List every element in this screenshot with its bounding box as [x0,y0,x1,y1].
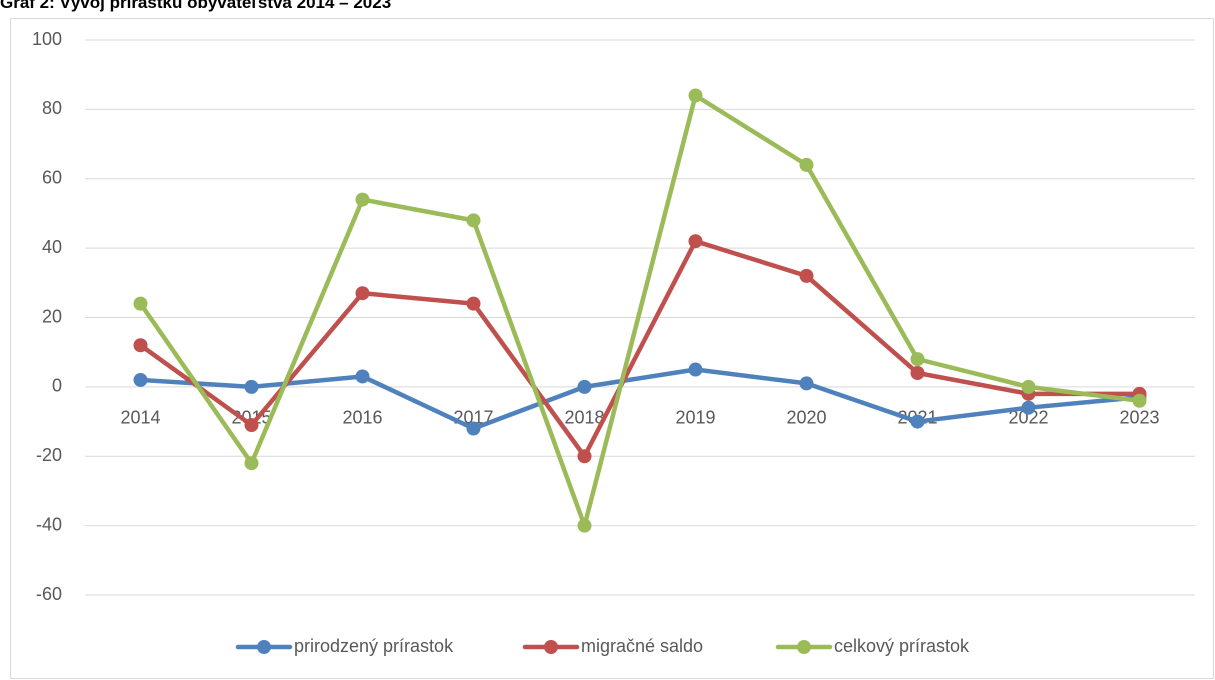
data-point [133,338,148,353]
data-point [910,414,925,429]
data-point [799,157,814,172]
data-point [688,88,703,103]
legend-label: prirodzený prírastok [294,636,454,656]
data-point [244,456,259,471]
data-point [244,379,259,394]
series-line [138,93,1142,528]
y-tick-label: 60 [42,168,62,188]
data-point [577,449,592,464]
data-point [688,234,703,249]
data-point [466,296,481,311]
data-point [355,369,370,384]
data-point [355,192,370,207]
y-tick-label: 100 [32,29,62,49]
data-point [910,352,925,367]
data-point [466,421,481,436]
x-tick-label: 2014 [120,408,160,428]
y-tick-label: 0 [52,376,62,396]
data-point [1021,400,1036,415]
y-tick-label: 20 [42,306,62,326]
data-point [577,518,592,533]
y-tick-label: -40 [36,514,62,534]
x-tick-label: 2016 [342,408,382,428]
data-point [577,379,592,394]
x-tick-label: 2020 [786,408,826,428]
data-point [133,372,148,387]
data-point [355,286,370,301]
data-point [466,213,481,228]
data-point [133,296,148,311]
data-point [910,366,925,380]
y-tick-label: 80 [42,98,62,118]
data-point [799,268,814,283]
legend-marker [797,640,811,654]
data-point [244,418,259,433]
series-line [138,367,1142,431]
data-point [1132,393,1147,408]
x-tick-label: 2022 [1008,408,1048,428]
x-tick-label: 2019 [675,408,715,428]
legend-label: celkový prírastok [834,636,970,656]
legend-marker [544,640,558,654]
y-tick-label: -20 [36,445,62,465]
x-tick-label: 2023 [1119,408,1159,428]
data-point [799,376,814,391]
data-point [688,362,703,377]
chart-title: Graf 2: Vývoj prírastku obyvateľstva 201… [0,0,391,12]
legend-marker [257,640,271,654]
series-line [138,238,1142,459]
data-point [1021,379,1036,394]
chart-border [10,18,1214,679]
x-tick-label: 2018 [564,408,604,428]
legend-label: migračné saldo [581,636,703,656]
y-tick-label: 40 [42,237,62,257]
y-tick-label: -60 [36,584,62,604]
